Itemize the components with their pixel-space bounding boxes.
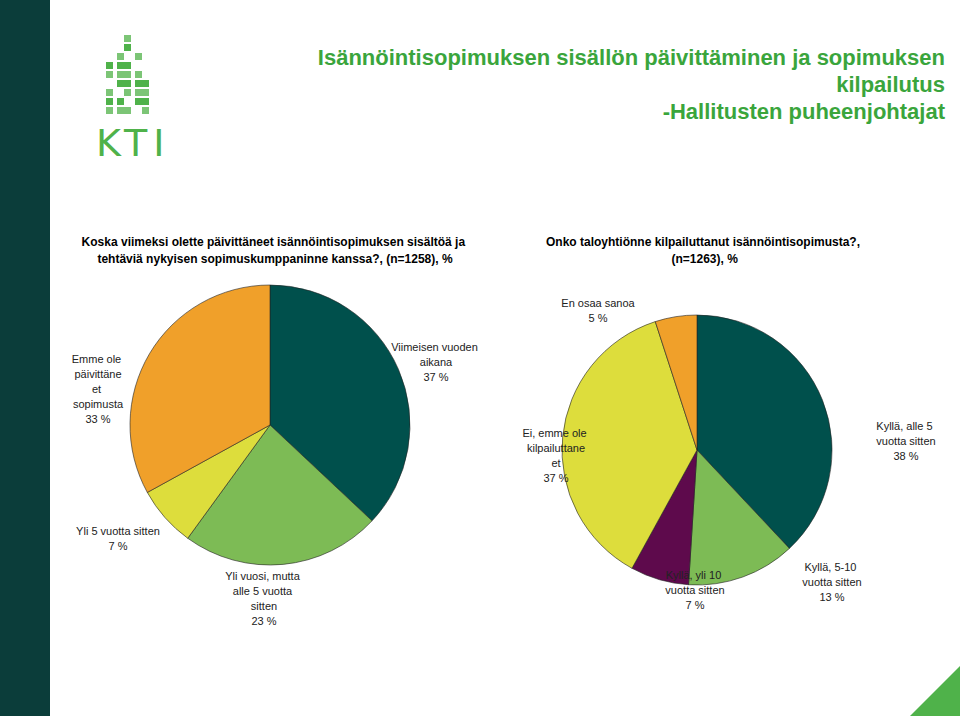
svg-text:37 %: 37 % xyxy=(543,472,568,484)
svg-text:Emme ole: Emme ole xyxy=(72,353,125,365)
svg-text:En osaa sanoa: En osaa sanoa xyxy=(561,297,635,309)
svg-text:päivittäne: päivittäne xyxy=(74,368,121,380)
svg-text:Kyllä, alle 5: Kyllä, alle 5 xyxy=(876,420,935,432)
svg-text:Viimeisen vuoden: Viimeisen vuoden xyxy=(391,341,481,353)
svg-text:Koska viimeksi olette päivittä: Koska viimeksi olette päivittäneet isänn… xyxy=(82,235,469,249)
svg-text:tehtäviä nykyisen sopimuskumpp: tehtäviä nykyisen sopimuskumppaninne kan… xyxy=(97,252,452,266)
svg-text:sopimusta: sopimusta xyxy=(73,398,124,410)
svg-text:Onko taloyhtiönne kilpailuttan: Onko taloyhtiönne kilpailuttanut isännöi… xyxy=(546,235,860,249)
svg-text:38 %: 38 % xyxy=(893,450,918,462)
svg-text:KTI: KTI xyxy=(96,121,170,165)
svg-text:et: et xyxy=(551,457,560,469)
svg-text:Kyllä, 5-10: Kyllä, 5-10 xyxy=(804,561,859,573)
svg-text:Kyllä, yli 10: Kyllä, yli 10 xyxy=(666,569,725,581)
html-text:Isännöintisopimuksen sisällön: Isännöintisopimuksen sisällön päivittämi… xyxy=(317,45,945,97)
svg-text:Yli vuosi, mutta: Yli vuosi, mutta xyxy=(225,570,303,582)
svg-text:et: et xyxy=(92,383,104,395)
svg-text:7 %: 7 % xyxy=(686,599,705,611)
svg-text:sitten: sitten xyxy=(251,600,277,612)
svg-text:kilpailuttane: kilpailuttane xyxy=(527,442,585,454)
svg-text:37 %: 37 % xyxy=(423,371,448,383)
svg-text:23 %: 23 % xyxy=(251,615,276,627)
html-text:-Hallitusten puheenjohtajat: -Hallitusten puheenjohtajat xyxy=(662,99,945,124)
svg-text:Ei, emme ole: Ei, emme ole xyxy=(522,427,589,439)
svg-text:aikana: aikana xyxy=(420,356,453,368)
svg-text:Yli 5 vuotta sitten: Yli 5 vuotta sitten xyxy=(76,525,160,537)
svg-text:alle 5 vuotta: alle 5 vuotta xyxy=(233,585,295,597)
svg-text:33 %: 33 % xyxy=(85,413,110,425)
svg-text:(n=1263), %: (n=1263), % xyxy=(668,252,738,266)
svg-text:7 %: 7 % xyxy=(109,540,128,552)
svg-text:13 %: 13 % xyxy=(819,591,844,603)
svg-text:vuotta sitten: vuotta sitten xyxy=(802,576,861,588)
svg-text:vuotta sitten: vuotta sitten xyxy=(876,435,935,447)
svg-text:5 %: 5 % xyxy=(589,312,608,324)
svg-text:vuotta sitten: vuotta sitten xyxy=(665,584,724,596)
